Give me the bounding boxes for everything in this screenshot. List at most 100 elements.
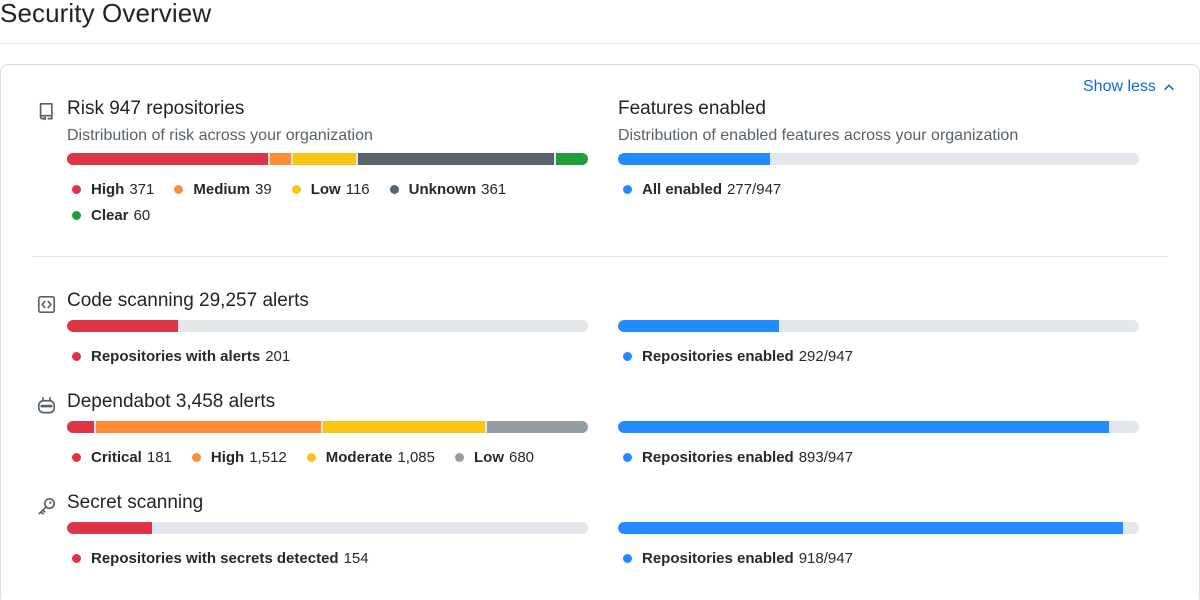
bar-fill [618,153,771,165]
legend-dot [623,452,632,462]
features-enabled-bar [618,153,1139,165]
dependabot-enabled-legend: Repositories enabled 893/947 [623,444,873,470]
legend-dot [72,452,81,462]
legend-value: 201 [265,347,291,365]
bar-segment [67,421,94,433]
legend-item: Repositories enabled 893/947 [623,444,853,470]
legend-label: High [210,448,245,466]
show-less-toggle[interactable]: Show less [1083,78,1176,96]
legend-value: 893/947 [798,448,853,466]
bar-segment [323,421,485,433]
legend-item: Repositories with alerts 201 [72,343,290,369]
bar-fill [67,522,152,534]
legend-item: High 371 [72,176,154,202]
legend-dot [72,184,81,194]
legend-item: Repositories with secrets detected 154 [72,545,369,571]
legend-item: All enabled 277/947 [623,176,781,202]
code-scanning-alerts-bar [67,320,588,332]
code-scanning-alerts-legend: Repositories with alerts 201 [72,343,310,369]
risk-heading: Risk 947 repositories [67,98,244,120]
legend-value: 39 [255,180,272,198]
bar-segment [555,153,588,165]
legend-dot [291,184,301,194]
legend-value: 1,512 [249,448,287,466]
features-title: Features enabled [618,98,766,119]
bar-fill [618,522,1124,534]
chevron-up-icon [1164,84,1174,90]
legend-label: Repositories enabled [642,549,794,567]
legend-value: 154 [343,549,369,567]
bar-segment [95,421,322,433]
legend-label: Repositories with alerts [91,347,261,365]
legend-dot [306,452,316,462]
risk-subtitle: Distribution of risk across your organiz… [67,127,373,144]
legend-item: Low 680 [455,444,534,470]
secret-scanning-alerts-bar [67,522,588,534]
legend-item: Clear 60 [72,202,150,228]
legend-label: Clear [91,206,129,224]
features-subtitle: Distribution of enabled features across … [618,127,1019,144]
risk-count: 947 repositories [109,98,245,119]
dependabot-enabled-bar [618,421,1139,433]
legend-item: High 1,512 [191,444,287,470]
page-title: Security Overview [0,0,212,28]
bar-fill [618,320,779,332]
bar-fill [618,421,1110,433]
legend-label: Moderate [325,448,393,466]
legend-label: Critical [91,448,142,466]
legend-item: Critical 181 [72,444,172,470]
code-square-icon [36,294,56,314]
dependabot-count: 3,458 alerts [175,391,276,412]
legend-label: Repositories enabled [642,448,794,466]
secret-scanning-enabled-bar [618,522,1139,534]
section-divider [32,256,1168,257]
secret-scanning-title: Secret scanning [67,492,204,513]
bar-fill [67,320,178,332]
title-divider [0,43,1200,44]
legend-item: Repositories enabled 292/947 [623,343,853,369]
legend-item: Repositories enabled 918/947 [623,545,853,571]
legend-value: 371 [129,180,155,198]
legend-value: 60 [133,206,151,224]
legend-item: Medium 39 [174,176,272,202]
dependabot-icon [36,395,56,415]
risk-title: Risk [67,98,104,119]
risk-distribution-bar [67,153,588,165]
legend-value: 181 [146,448,172,466]
legend-dot [72,210,81,220]
legend-dot [191,452,201,462]
secret-scanning-enabled-legend: Repositories enabled 918/947 [623,545,873,571]
code-scanning-enabled-bar [618,320,1139,332]
legend-value: 292/947 [798,347,853,365]
secret-scanning-alerts-legend: Repositories with secrets detected 154 [72,545,389,571]
legend-value: 680 [509,448,535,466]
dependabot-alerts-bar [67,421,588,433]
legend-label: Medium [193,180,251,198]
legend-dot [455,452,464,462]
code-scanning-enabled-legend: Repositories enabled 292/947 [623,343,873,369]
legend-label: Repositories with secrets detected [91,549,339,567]
legend-dot [623,184,632,194]
legend-label: Unknown [408,180,477,198]
features-legend: All enabled 277/947 [623,176,801,202]
legend-label: Low [310,180,341,198]
legend-dot [623,351,632,361]
legend-value: 1,085 [397,448,435,466]
legend-value: 116 [345,180,370,198]
code-scanning-heading: Code scanning 29,257 alerts [67,290,309,312]
key-icon [36,496,56,516]
bar-segment [486,421,588,433]
dependabot-title: Dependabot [67,391,171,412]
legend-dot [72,553,81,563]
legend-dot [174,184,184,194]
bar-segment [67,153,268,165]
legend-label: High [91,180,125,198]
bar-segment [269,153,292,165]
legend-value: 918/947 [798,549,853,567]
code-scanning-count: 29,257 alerts [199,290,309,311]
code-scanning-title: Code scanning [67,290,194,311]
risk-legend: High 371 Medium 39 Low 116 Unknown 361 Clear 60 [72,176,552,228]
bar-segment [293,153,356,165]
show-less-label: Show less [1083,78,1156,95]
legend-label: Low [474,448,504,466]
